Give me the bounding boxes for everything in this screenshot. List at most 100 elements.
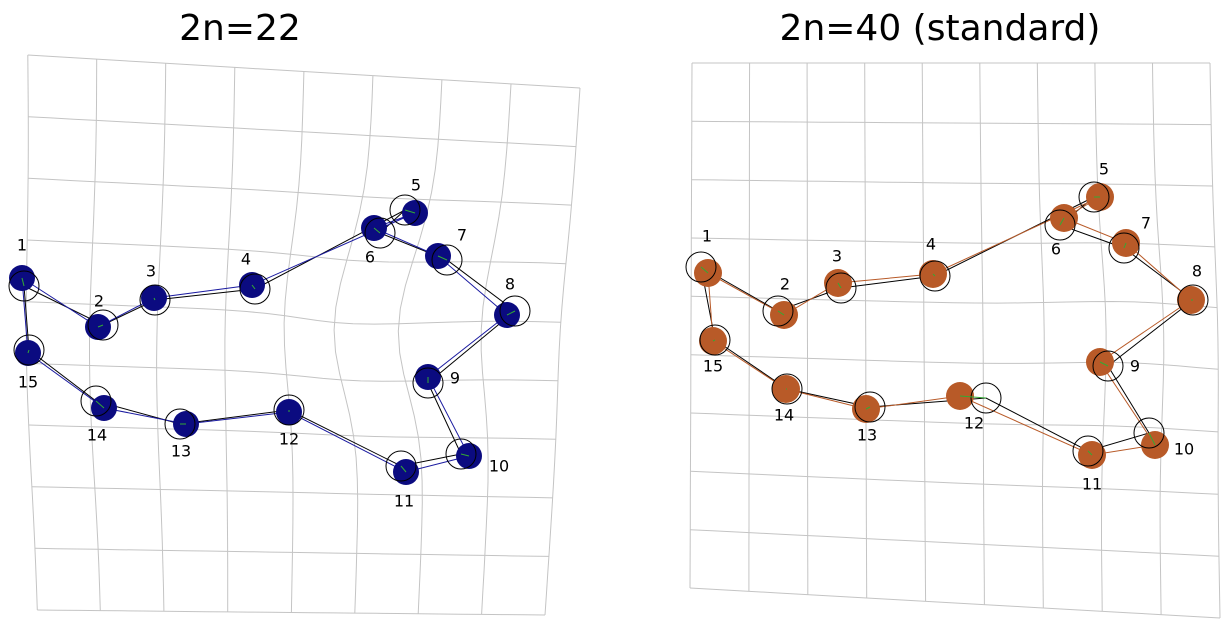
landmark-reference-circle: [80, 385, 112, 417]
grid-line-horizontal: [34, 547, 549, 557]
grid-line-vertical: [397, 79, 443, 614]
landmark-reference-circle: [385, 450, 417, 482]
displacement-vector: [1059, 217, 1065, 226]
landmark-label: 5: [1099, 160, 1109, 179]
landmark-5: 5: [1078, 160, 1114, 213]
displacement-vector: [400, 465, 407, 473]
displacement-vector: [700, 266, 709, 274]
landmark-reference-circle: [431, 244, 463, 276]
landmark-reference-circle: [1133, 417, 1165, 449]
landmark-reference-circle: [970, 382, 1002, 414]
displacement-vector: [777, 310, 785, 316]
landmark-reference-circle: [412, 367, 444, 399]
grid-line-vertical: [544, 87, 581, 616]
landmark-reference-circle: [273, 394, 305, 426]
grid-line-horizontal: [691, 179, 1213, 187]
grid-line-vertical: [864, 62, 868, 599]
panel-title-2n22: 2n=22: [179, 8, 301, 49]
displacement-vector: [95, 400, 105, 409]
landmark-label: 9: [1130, 357, 1140, 376]
displacement-vector: [1087, 450, 1093, 456]
deformation-grid: [25, 54, 581, 616]
displacement-vector: [506, 310, 516, 316]
landmark-label: 2: [94, 292, 104, 311]
landmark-11: 11: [385, 450, 419, 511]
landmark-5: 5: [389, 176, 428, 226]
landmark-label: 8: [505, 275, 515, 294]
grid-line-horizontal: [28, 177, 572, 206]
landmark-label: 1: [17, 236, 27, 255]
grid-line-horizontal: [31, 486, 553, 499]
landmark-label: 11: [394, 492, 414, 511]
landmark-3: 3: [824, 247, 857, 304]
landmark-reference-circle: [1078, 181, 1110, 213]
displacement-vector: [437, 255, 448, 261]
target-outline: [707, 196, 1192, 456]
landmark-10: 10: [1133, 417, 1194, 459]
displacement-vector: [1123, 242, 1127, 249]
landmark-label: 2: [780, 275, 790, 294]
landmark-reference-circle: [239, 273, 271, 305]
displacement-vector: [932, 273, 936, 277]
landmark-2: 2: [85, 292, 119, 341]
landmark-reference-circle: [499, 295, 531, 327]
displacement-vector: [97, 324, 104, 328]
landmark-8: 8: [1177, 262, 1209, 316]
landmark-reference-circle: [771, 373, 803, 405]
grid-line-vertical: [1209, 62, 1221, 619]
grid-line-vertical: [921, 62, 927, 602]
landmark-label: 7: [1141, 214, 1151, 233]
displacement-vector: [837, 282, 842, 289]
grid-line-horizontal: [27, 239, 566, 265]
displacement-vector: [404, 209, 416, 214]
landmark-reference-circle: [1072, 435, 1104, 467]
grid-line-horizontal: [689, 587, 1221, 619]
landmark-7: 7: [425, 226, 467, 276]
landmark-reference-circle: [1108, 232, 1140, 264]
landmark-11: 11: [1072, 435, 1106, 494]
landmark-7: 7: [1108, 214, 1151, 264]
displacement-vector: [251, 284, 256, 290]
landmark-reference-circle: [87, 309, 119, 341]
landmark-reference-circle: [1044, 209, 1076, 241]
landmark-reference-circle: [854, 391, 886, 423]
grid-line-vertical: [689, 62, 693, 589]
displacement-vector: [21, 277, 25, 287]
landmark-label: 5: [411, 176, 421, 195]
landmark-label: 12: [964, 414, 984, 433]
landmark-2: 2: [762, 275, 798, 329]
landmark-label: 10: [489, 457, 509, 476]
grid-line-horizontal: [26, 362, 558, 382]
landmark-14: 14: [80, 385, 117, 445]
landmark-label: 8: [1192, 262, 1202, 281]
grid-line-vertical: [979, 62, 985, 605]
landmark-13: 13: [164, 408, 199, 461]
landmark-reference-circle: [699, 324, 731, 356]
landmark-reference-circle: [8, 270, 40, 302]
landmark-6: 6: [1044, 204, 1078, 259]
grid-line-vertical: [806, 63, 809, 595]
landmark-reference-circle: [445, 438, 477, 470]
landmark-label: 14: [774, 406, 794, 425]
grid-line-horizontal: [26, 301, 561, 325]
grid-line-horizontal: [28, 116, 577, 148]
landmark-reference-circle: [1177, 284, 1209, 316]
landmark-15: 15: [699, 324, 731, 376]
displacement-vector: [373, 227, 381, 234]
landmark-4: 4: [239, 250, 271, 305]
deformation-grid: [689, 62, 1221, 619]
landmark-reference-circle: [13, 334, 45, 366]
landmark-10: 10: [445, 438, 509, 476]
landmark-reference-circle: [1092, 350, 1124, 382]
landmark-12: 12: [273, 394, 305, 449]
displacement-vector: [1099, 361, 1109, 367]
landmark-label: 6: [1051, 240, 1061, 259]
grid-line-horizontal: [690, 354, 1219, 370]
grid-line-horizontal: [28, 424, 556, 440]
grid-line-vertical: [156, 63, 167, 612]
landmark-label: 15: [18, 373, 38, 392]
displacement-vector: [959, 395, 987, 399]
landmark-12: 12: [946, 382, 1002, 433]
